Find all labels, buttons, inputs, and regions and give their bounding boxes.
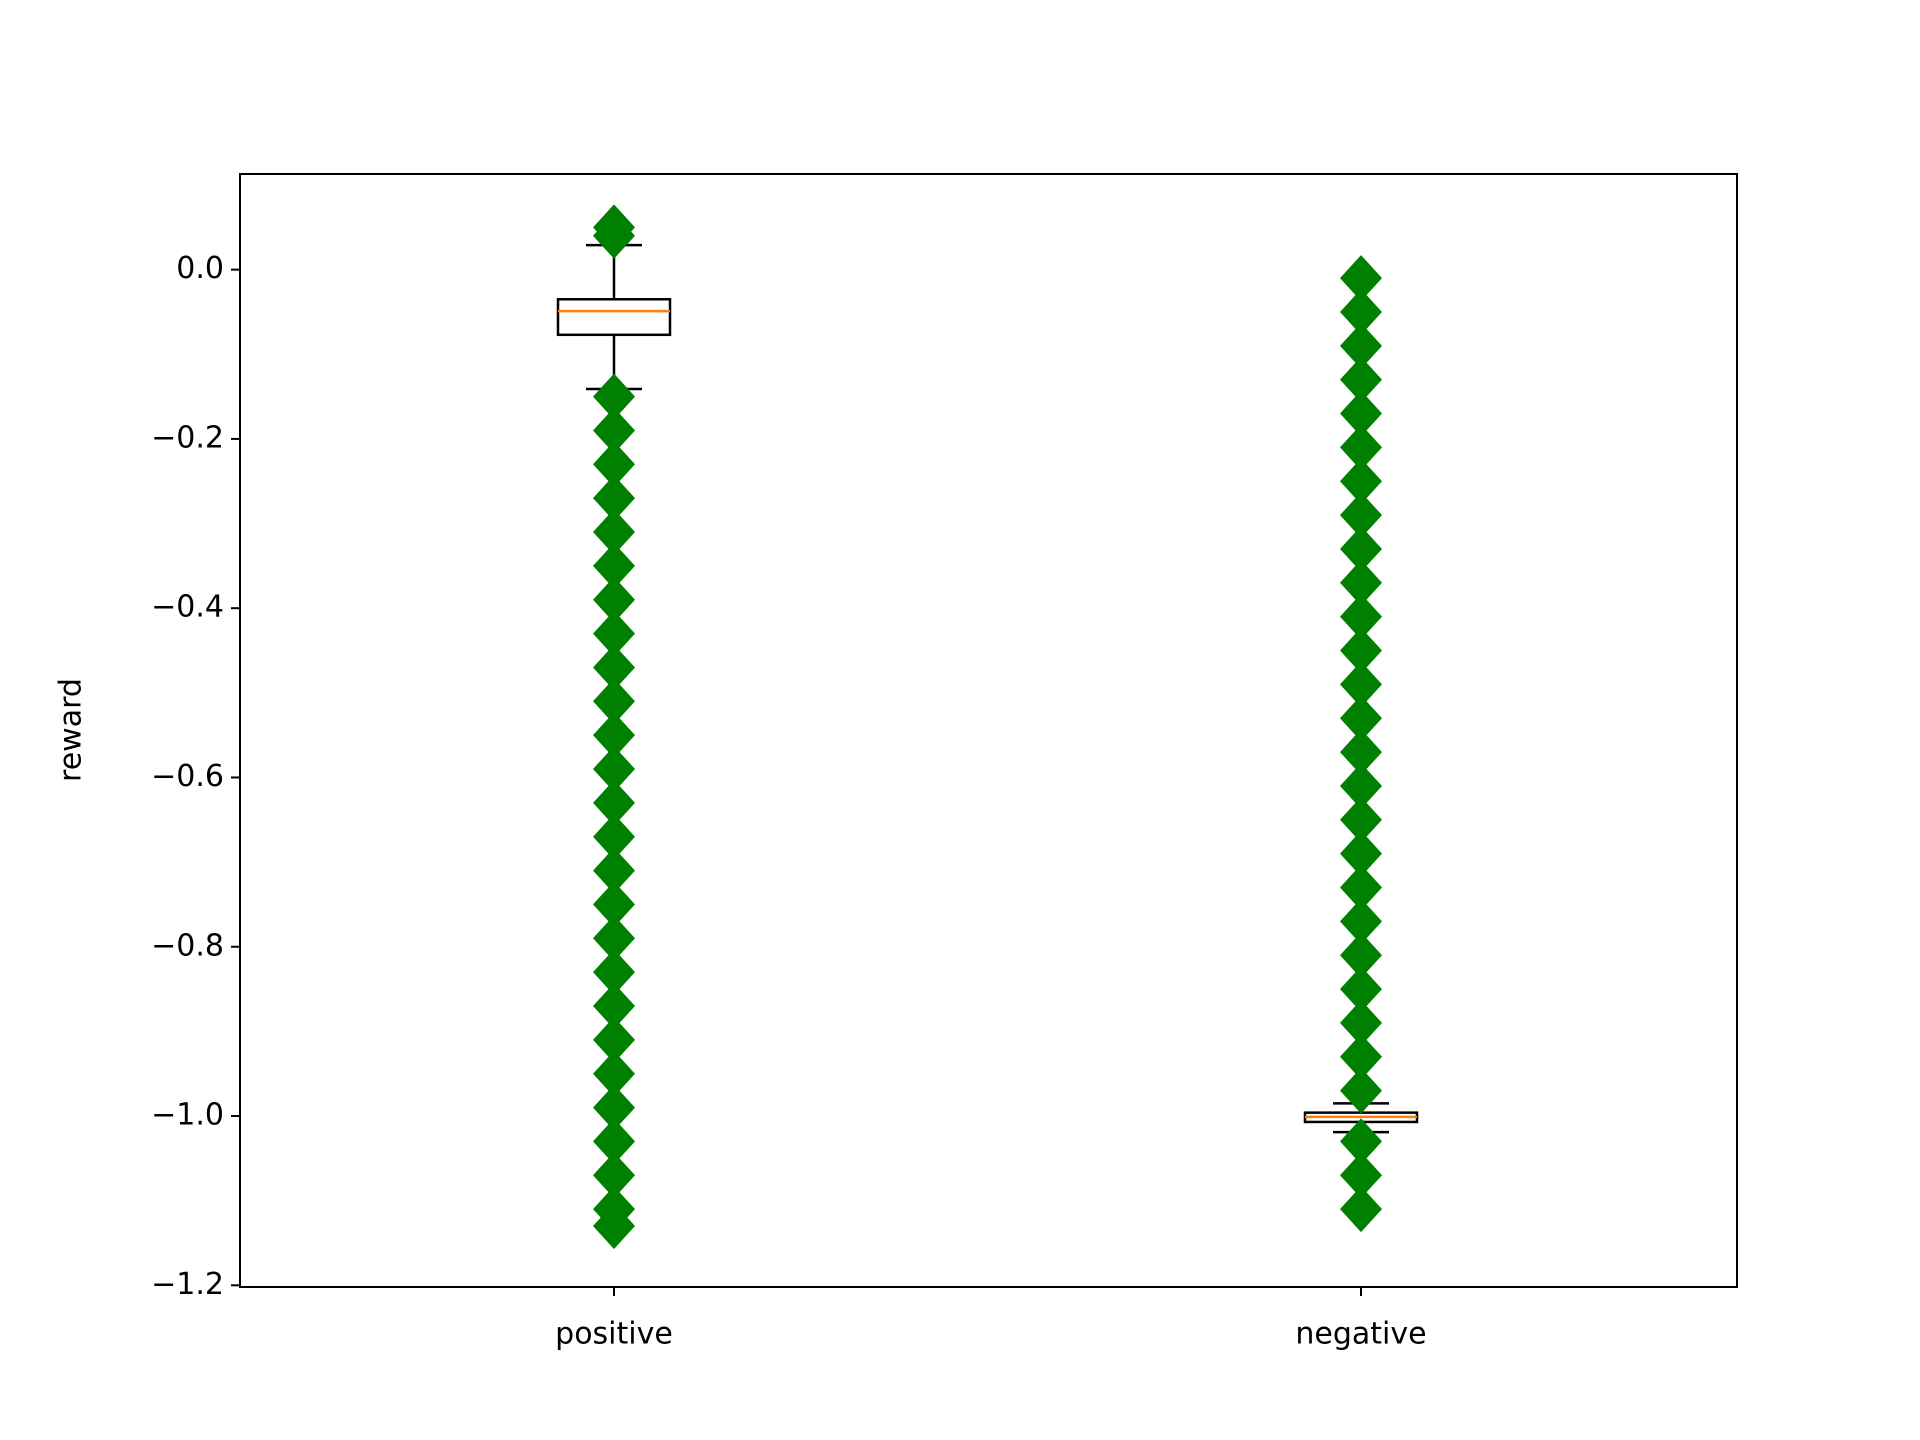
outlier [593, 542, 635, 589]
outlier [593, 212, 635, 259]
outlier [593, 610, 635, 657]
outlier [593, 678, 635, 725]
y-tick-label: −0.6 [151, 759, 224, 794]
outlier [1340, 932, 1382, 979]
axes-frame [239, 173, 1738, 1288]
outlier [593, 576, 635, 623]
outlier [593, 949, 635, 996]
outlier [593, 475, 635, 522]
outlier [593, 644, 635, 691]
outlier [1340, 1033, 1382, 1080]
outlier [1340, 729, 1382, 776]
outlier [593, 881, 635, 928]
outlier [1340, 458, 1382, 505]
outlier [1340, 627, 1382, 674]
outlier [1340, 322, 1382, 369]
outlier [593, 847, 635, 894]
outlier [593, 373, 635, 420]
outlier [593, 1050, 635, 1097]
outlier [593, 1118, 635, 1165]
plot-area [556, 204, 1419, 1250]
outlier [1340, 1186, 1382, 1233]
outlier [1340, 492, 1382, 539]
outlier [593, 779, 635, 826]
y-axis-label: reward [54, 678, 89, 782]
outlier [1340, 1067, 1382, 1114]
outlier [1340, 288, 1382, 335]
outlier [1340, 999, 1382, 1046]
outlier [1340, 424, 1382, 471]
outlier [1340, 661, 1382, 708]
box [556, 298, 672, 337]
outlier [1340, 593, 1382, 640]
outlier [1340, 390, 1382, 437]
y-tick-label: −1.2 [151, 1267, 224, 1302]
outlier [1340, 796, 1382, 843]
outlier [1340, 864, 1382, 911]
outlier [1340, 762, 1382, 809]
outlier [593, 1084, 635, 1131]
outlier [593, 407, 635, 454]
outlier [1340, 525, 1382, 572]
outlier [593, 982, 635, 1029]
y-tick-label: −0.4 [151, 590, 224, 625]
outlier [593, 746, 635, 793]
y-tick-label: 0.0 [176, 251, 224, 286]
y-tick-label: −1.0 [151, 1098, 224, 1133]
outlier [593, 915, 635, 962]
y-tick-label: −0.8 [151, 928, 224, 963]
outlier [593, 1016, 635, 1063]
outlier [1340, 356, 1382, 403]
outlier [1340, 559, 1382, 606]
x-tick-label: negative [1295, 1317, 1426, 1352]
outlier [593, 1152, 635, 1199]
outlier [593, 509, 635, 556]
outlier [1340, 695, 1382, 742]
outlier [593, 1203, 635, 1250]
outlier [593, 813, 635, 860]
outlier [593, 441, 635, 488]
outlier [1340, 898, 1382, 945]
outlier [1340, 830, 1382, 877]
x-tick-label: positive [555, 1317, 673, 1352]
outlier [1340, 1152, 1382, 1199]
outlier [1340, 255, 1382, 302]
outlier [1340, 966, 1382, 1013]
outlier [593, 712, 635, 759]
y-tick-label: −0.2 [151, 420, 224, 455]
outlier [1340, 1118, 1382, 1165]
